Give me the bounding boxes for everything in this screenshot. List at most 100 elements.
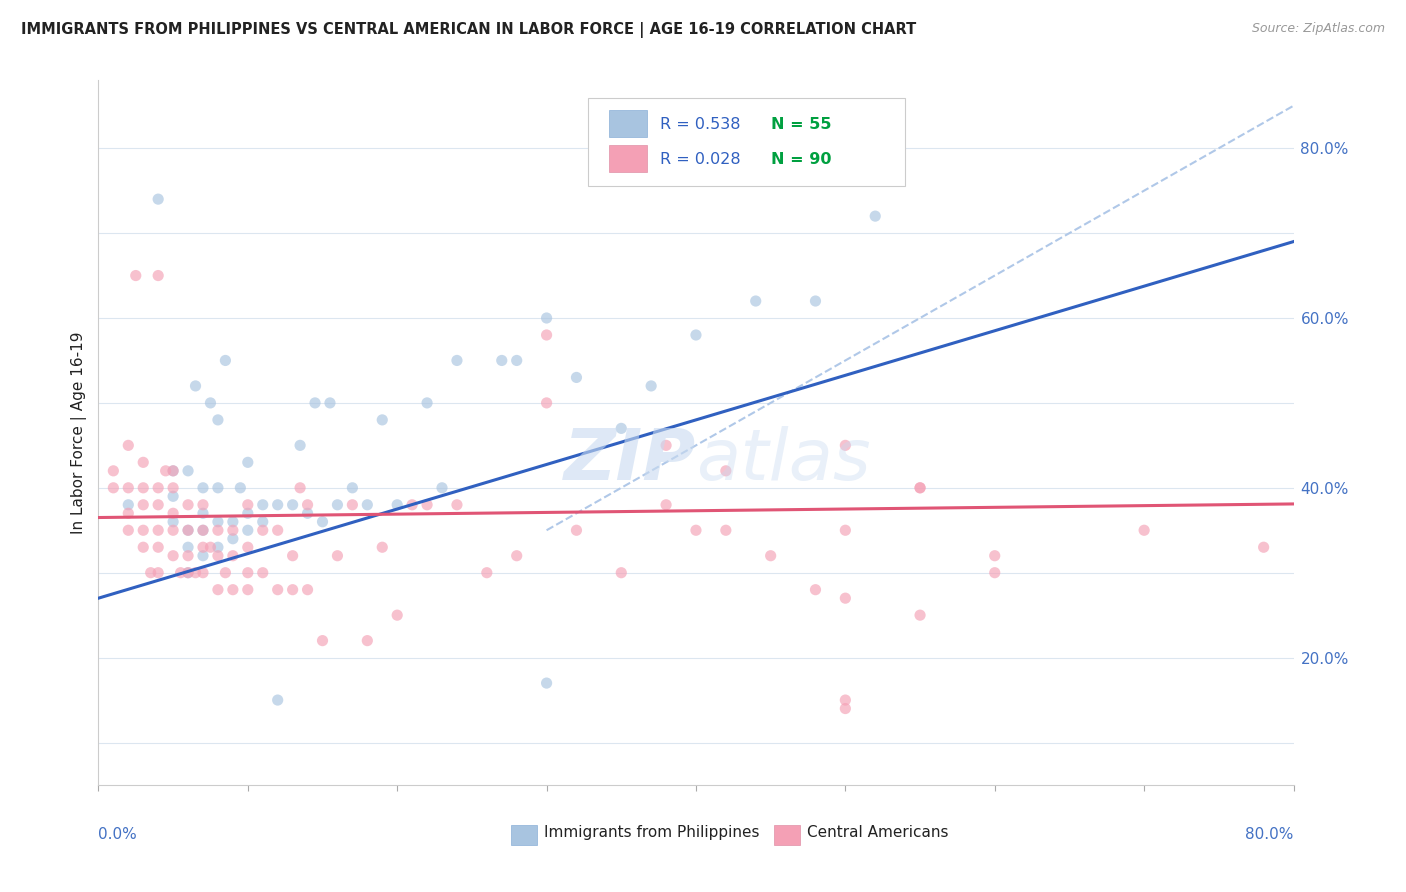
Point: [288, 438, 311, 452]
Point: [714, 523, 737, 537]
Point: [565, 370, 588, 384]
Point: [148, 498, 170, 512]
Point: [356, 498, 378, 512]
Text: N = 90: N = 90: [772, 153, 832, 168]
Point: [834, 701, 856, 715]
Point: [162, 464, 184, 478]
Point: [117, 498, 139, 512]
Text: R = 0.028: R = 0.028: [661, 153, 741, 168]
Point: [103, 481, 125, 495]
Point: [207, 549, 229, 563]
Point: [222, 582, 245, 597]
Point: [222, 515, 245, 529]
Point: [536, 676, 558, 690]
Point: [117, 481, 139, 495]
Point: [177, 566, 200, 580]
Point: [267, 582, 290, 597]
Point: [685, 328, 707, 343]
Point: [655, 438, 678, 452]
Point: [267, 498, 290, 512]
Y-axis label: In Labor Force | Age 16-19: In Labor Force | Age 16-19: [72, 331, 87, 534]
Point: [191, 540, 214, 554]
Point: [640, 379, 662, 393]
Point: [834, 591, 856, 606]
Point: [207, 523, 229, 537]
Text: atlas: atlas: [696, 426, 870, 495]
Point: [236, 498, 259, 512]
Point: [610, 421, 633, 435]
Point: [685, 523, 707, 537]
Point: [804, 582, 827, 597]
Point: [236, 523, 259, 537]
Point: [162, 549, 184, 563]
Point: [184, 379, 207, 393]
Point: [222, 532, 245, 546]
Point: [865, 209, 887, 223]
Text: 0.0%: 0.0%: [98, 827, 138, 842]
FancyBboxPatch shape: [510, 825, 537, 845]
Point: [117, 523, 139, 537]
FancyBboxPatch shape: [589, 98, 905, 186]
Point: [252, 523, 274, 537]
Point: [342, 498, 364, 512]
Point: [984, 566, 1007, 580]
Point: [252, 515, 274, 529]
Point: [326, 549, 349, 563]
Point: [177, 566, 200, 580]
Point: [506, 549, 529, 563]
Point: [132, 523, 155, 537]
Point: [148, 192, 170, 206]
Point: [655, 498, 678, 512]
Point: [191, 481, 214, 495]
Point: [236, 566, 259, 580]
FancyBboxPatch shape: [773, 825, 800, 845]
Point: [191, 549, 214, 563]
Point: [1253, 540, 1275, 554]
Text: R = 0.538: R = 0.538: [661, 117, 741, 132]
Point: [162, 506, 184, 520]
Point: [610, 566, 633, 580]
Point: [207, 515, 229, 529]
Point: [984, 549, 1007, 563]
Point: [191, 523, 214, 537]
Point: [281, 549, 304, 563]
Point: [148, 540, 170, 554]
Point: [139, 566, 162, 580]
Text: Central Americans: Central Americans: [807, 825, 949, 840]
FancyBboxPatch shape: [609, 110, 647, 136]
Text: IMMIGRANTS FROM PHILIPPINES VS CENTRAL AMERICAN IN LABOR FORCE | AGE 16-19 CORRE: IMMIGRANTS FROM PHILIPPINES VS CENTRAL A…: [21, 22, 917, 38]
Point: [506, 353, 529, 368]
Point: [200, 396, 222, 410]
Point: [148, 481, 170, 495]
Point: [236, 506, 259, 520]
Text: 80.0%: 80.0%: [1246, 827, 1294, 842]
Point: [297, 506, 319, 520]
Point: [304, 396, 326, 410]
Point: [475, 566, 498, 580]
Point: [132, 540, 155, 554]
Point: [177, 523, 200, 537]
Point: [416, 498, 439, 512]
Point: [191, 523, 214, 537]
Point: [834, 523, 856, 537]
Point: [117, 506, 139, 520]
Text: ZIP: ZIP: [564, 426, 696, 495]
Point: [252, 566, 274, 580]
Point: [162, 515, 184, 529]
Point: [267, 523, 290, 537]
Point: [148, 566, 170, 580]
Point: [184, 566, 207, 580]
Point: [177, 540, 200, 554]
FancyBboxPatch shape: [609, 145, 647, 172]
Point: [177, 464, 200, 478]
Text: N = 55: N = 55: [772, 117, 832, 132]
Point: [319, 396, 342, 410]
Point: [155, 464, 177, 478]
Point: [236, 540, 259, 554]
Point: [371, 413, 394, 427]
Point: [714, 464, 737, 478]
Point: [222, 523, 245, 537]
Point: [207, 582, 229, 597]
Point: [371, 540, 394, 554]
Point: [430, 481, 453, 495]
